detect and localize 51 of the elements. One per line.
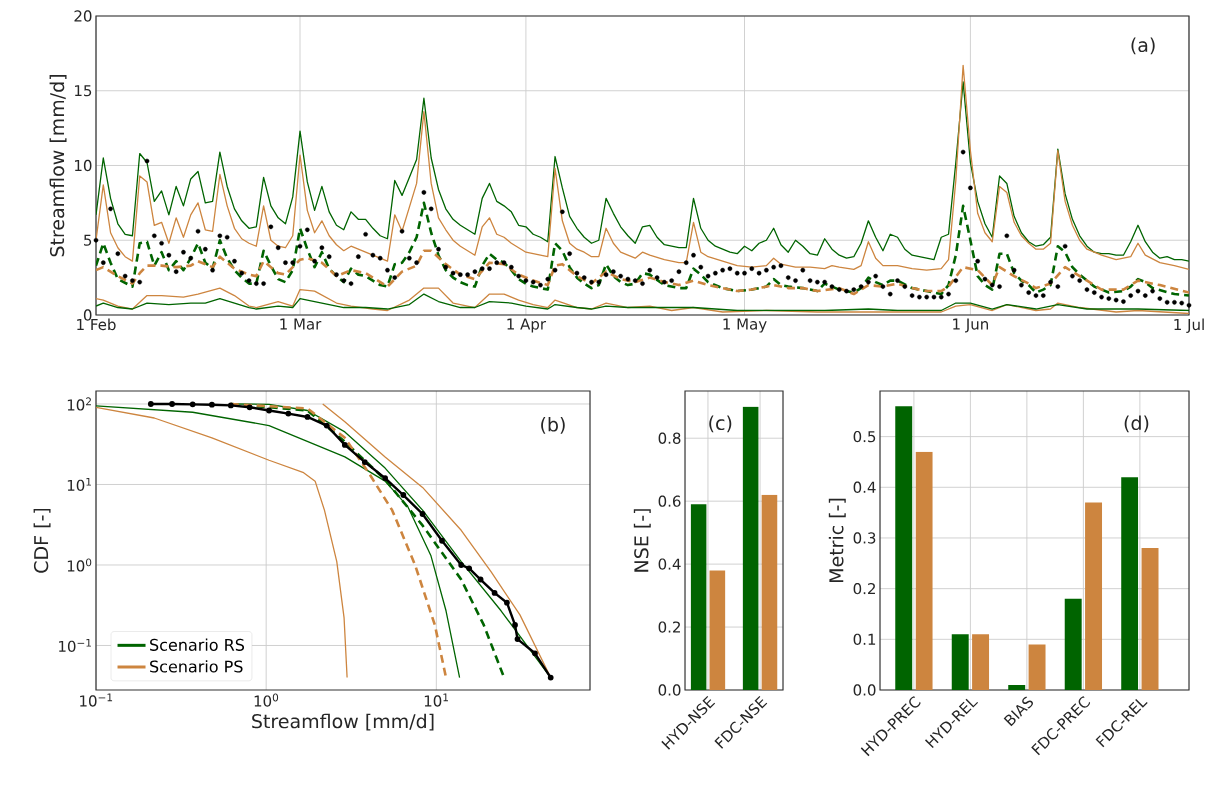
x-tick-label: 1 Apr [507,318,547,333]
bar [1141,548,1159,690]
annotation: (c) [709,415,732,433]
y-tick-label: 0.2 [853,582,875,595]
bar [1008,684,1026,690]
y-tick-label: 0.3 [853,532,876,544]
x-tick-label: 10$^{1}$ [424,693,448,707]
legend-label: Scenario PS [150,660,243,673]
y-tick-label: 10$^{1}$ [67,477,91,492]
y-tick-label: 0.6 [658,495,681,507]
y-tick-label: 10$^{0}$ [67,558,92,572]
y-tick-label: 15 [75,85,92,97]
bar [690,504,707,690]
x-tick-label: 1 Mar [280,318,322,330]
y-axis-title: Metric [-] [828,498,846,583]
bar [915,451,933,690]
y-tick-label: 10 [75,159,92,172]
y-tick-label: 0.5 [853,430,876,443]
y-tick-label: 0.4 [853,481,876,493]
y-axis-title: Streamflow [mm/d] [49,75,67,257]
y-tick-label: 20 [74,10,92,22]
x-tick-label: 10$^{0}$ [254,693,279,707]
y-tick-label: 0.2 [658,621,680,633]
x-tick-label: 1 May [723,318,767,333]
bar [1121,477,1139,690]
y-tick-label: 0.0 [853,684,876,696]
bar [1085,502,1103,690]
bar [972,634,990,690]
y-axis-title: CDF [-] [33,508,51,573]
y-tick-label: 10$^{2}$ [67,397,91,411]
bar [742,406,759,690]
bar [761,494,778,690]
y-tick-label: 0.1 [853,633,876,645]
legend-label: Scenario RS [150,638,245,651]
y-tick-label: 0.8 [658,432,681,444]
x-tick-label: 1 Jul [1174,318,1204,333]
bar [951,634,969,690]
bar [1028,644,1046,690]
y-tick-label: 10$^{−1}$ [59,638,91,653]
x-tick-label: 1 Jun [953,318,988,333]
y-tick-label: 0.0 [658,684,681,696]
y-tick-label: 0.4 [658,558,681,570]
bar [1064,598,1082,690]
annotation: (a) [1131,37,1155,55]
x-axis-title: Streamflow [mm/d] [252,713,434,731]
y-tick-label: 5 [84,234,92,246]
bar [709,570,726,690]
y-axis-title: NSE [-] [633,509,651,572]
annotation: (b) [541,416,565,434]
bar [895,406,913,690]
annotation: (d) [1124,415,1149,433]
